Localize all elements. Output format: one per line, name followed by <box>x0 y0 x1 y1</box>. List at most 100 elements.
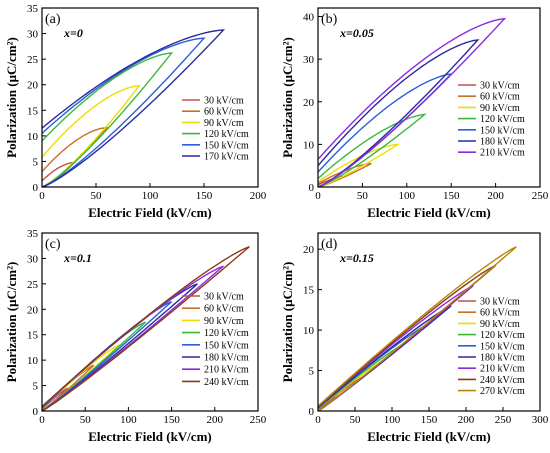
legend-entry: 30 kV/cm <box>204 292 244 303</box>
legend-entry: 210 kV/cm <box>204 365 249 376</box>
x-tick-label: 0 <box>39 190 45 202</box>
y-tick-label: 20 <box>27 304 39 316</box>
x-tick-label: 0 <box>39 414 45 426</box>
loop-270-kV-cm <box>318 246 517 411</box>
x-tick-label: 200 <box>458 414 475 426</box>
x-tick-label: 50 <box>350 414 362 426</box>
legend-entry: 180 kV/cm <box>204 353 249 364</box>
y-tick-label: 10 <box>303 325 315 337</box>
loops <box>42 246 250 411</box>
y-tick-label: 15 <box>27 330 39 342</box>
panel-label: (d) <box>321 237 338 252</box>
loop-170-kV-cm <box>42 29 226 187</box>
composition-label: x=0 <box>63 26 83 40</box>
y-tick-label: 35 <box>27 228 39 240</box>
x-tick-label: 150 <box>443 190 460 202</box>
x-tick-label: 200 <box>487 190 504 202</box>
y-tick-label: 25 <box>27 54 39 66</box>
legend-entry: 150 kV/cm <box>480 125 525 136</box>
y-tick-label: 25 <box>27 279 39 291</box>
legend-entry: 150 kV/cm <box>204 340 249 351</box>
legend-entry: 30 kV/cm <box>480 297 520 308</box>
x-tick-label: 50 <box>357 190 369 202</box>
plot-frame <box>41 232 259 412</box>
y-axis-label: Polarization (μC/cm²) <box>280 37 295 158</box>
x-axis-label: Electric Field (kV/cm) <box>88 205 211 220</box>
panel-label: (c) <box>45 237 61 252</box>
x-tick-label: 150 <box>196 190 213 202</box>
x-tick-label: 100 <box>399 190 416 202</box>
loop-90-kV-cm <box>318 143 401 187</box>
x-tick-label: 0 <box>315 190 321 202</box>
y-axis-label: Polarization (μC/cm²) <box>4 262 19 383</box>
y-axis-label: Polarization (μC/cm²) <box>4 37 19 158</box>
legend-entry: 180 kV/cm <box>480 137 525 148</box>
x-tick-label: 0 <box>315 414 321 426</box>
y-tick-label: 10 <box>303 139 315 151</box>
y-tick-label: 30 <box>27 29 39 41</box>
legend-entry: 240 kV/cm <box>480 375 525 386</box>
x-tick-label: 50 <box>80 414 92 426</box>
y-tick-label: 20 <box>27 80 39 92</box>
x-tick-label: 200 <box>250 190 267 202</box>
loops <box>318 17 507 187</box>
x-tick-label: 50 <box>91 190 103 202</box>
legend-entry: 90 kV/cm <box>204 316 244 327</box>
panel-b: 0 50 100 150 200 250 0 10 20 30 40 Electric Field (… <box>280 7 549 220</box>
y-tick-label: 40 <box>303 12 315 24</box>
y-tick-label: 5 <box>309 366 315 378</box>
legend-entry: 240 kV/cm <box>204 377 249 388</box>
y-tick-label: 0 <box>309 406 315 418</box>
panel-label: (b) <box>321 12 338 27</box>
panel-a: 0 50 100 150 200 0 5 10 15 20 25 30 35 Electric Field… <box>4 3 267 220</box>
y-axis-label: Polarization (μC/cm²) <box>280 262 295 383</box>
y-tick-label: 30 <box>27 253 39 265</box>
x-axis-label: Electric Field (kV/cm) <box>88 429 211 444</box>
y-tick-label: 30 <box>303 54 315 66</box>
y-tick-label: 5 <box>33 156 39 168</box>
legend-entry: 30 kV/cm <box>204 96 244 107</box>
y-tick-label: 20 <box>303 244 315 256</box>
x-tick-label: 250 <box>532 190 549 202</box>
legend-entry: 60 kV/cm <box>480 308 520 319</box>
y-tick-label: 20 <box>303 97 315 109</box>
composition-label: x=0.15 <box>339 251 374 265</box>
loops <box>42 29 226 187</box>
x-tick-label: 150 <box>421 414 438 426</box>
panel-d: 0 50 100 150 200 250 300 0 5 10 15 20 Electric Field… <box>280 232 549 444</box>
legend-entry: 90 kV/cm <box>204 118 244 129</box>
x-tick-label: 100 <box>142 190 159 202</box>
y-tick-label: 0 <box>309 182 315 194</box>
legend-entry: 150 kV/cm <box>204 140 249 151</box>
panel-c: 0 50 100 150 200 250 0 5 10 15 20 25 30 35 Electric Fi… <box>4 228 267 444</box>
x-axis-label: Electric Field (kV/cm) <box>367 205 490 220</box>
legend-entry: 90 kV/cm <box>480 319 520 330</box>
legend-entry: 120 kV/cm <box>480 330 525 341</box>
loop-120-kV-cm <box>42 52 174 187</box>
loop-150-kV-cm <box>42 37 206 187</box>
legend-entry: 90 kV/cm <box>480 103 520 114</box>
legend-entry: 60 kV/cm <box>204 107 244 118</box>
composition-label: x=0.1 <box>63 251 92 265</box>
x-tick-label: 250 <box>495 414 512 426</box>
y-tick-label: 10 <box>27 355 39 367</box>
legend-entry: 150 kV/cm <box>480 341 525 352</box>
x-axis-label: Electric Field (kV/cm) <box>367 429 490 444</box>
legend-entry: 60 kV/cm <box>480 92 520 103</box>
panel-label: (a) <box>45 12 61 27</box>
composition-label: x=0.05 <box>339 26 374 40</box>
legend-entry: 30 kV/cm <box>480 81 520 92</box>
loop-180-kV-cm <box>318 39 480 187</box>
loop-90-kV-cm <box>42 84 141 187</box>
y-tick-label: 5 <box>33 381 39 393</box>
loop-120-kV-cm <box>318 113 427 187</box>
x-tick-label: 250 <box>250 414 267 426</box>
y-tick-label: 35 <box>27 3 39 15</box>
x-tick-label: 200 <box>207 414 224 426</box>
legend-entry: 180 kV/cm <box>480 353 525 364</box>
